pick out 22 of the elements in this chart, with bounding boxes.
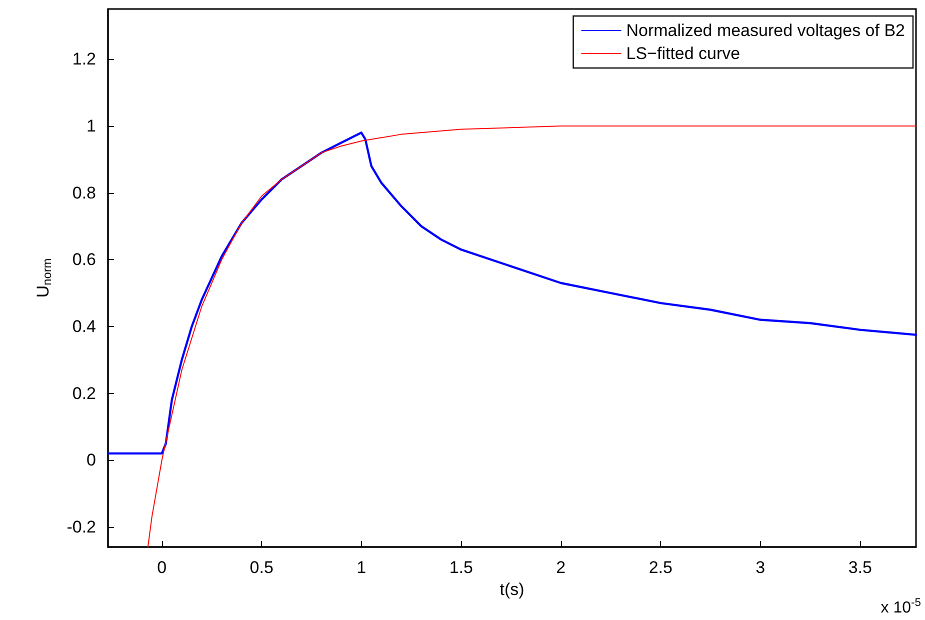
x-tick-label: 3.5: [848, 558, 872, 577]
x-tick-label: 2.5: [648, 558, 672, 577]
x-tick-label: 1: [356, 558, 366, 577]
y-tick-label: 0.8: [72, 183, 96, 202]
x-tick-label: 3: [756, 558, 766, 577]
y-tick-label: -0.2: [66, 517, 96, 536]
x-tick-label: 0.5: [250, 558, 274, 577]
legend-label: LS−fitted curve: [626, 44, 740, 63]
x-tick-label: 0: [157, 558, 167, 577]
y-tick-label: 1: [86, 116, 96, 136]
y-tick-label: 0.4: [72, 316, 96, 336]
line-series: [147, 125, 916, 548]
x-tick-label: 1.5: [449, 558, 473, 577]
y-tick-label: 0: [86, 450, 96, 470]
y-tick-label: 1.2: [72, 50, 96, 69]
line-series: [106, 132, 918, 455]
y-tick-label: 0.2: [72, 384, 96, 403]
y-tick-label: 0.6: [72, 250, 96, 270]
legend-label: Normalized measured voltages of B2: [626, 21, 905, 40]
x-axis-title: t(s): [500, 580, 524, 599]
x-tick-label: 2: [556, 558, 566, 577]
y-axis-title: Unorm: [33, 258, 54, 298]
